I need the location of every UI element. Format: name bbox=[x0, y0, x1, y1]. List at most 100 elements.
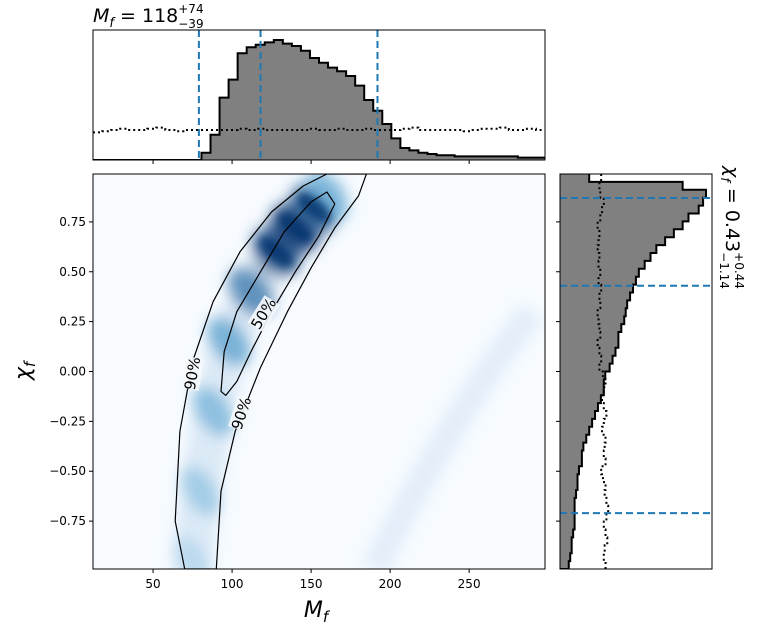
top-hist-bar bbox=[391, 138, 401, 160]
top-marginal-frame bbox=[92, 29, 546, 161]
right-hist-bar bbox=[560, 442, 584, 451]
right-hist-bar bbox=[560, 379, 604, 388]
right-hist-bar bbox=[560, 213, 689, 222]
top-hist-bar bbox=[264, 42, 275, 160]
top-hist-bar bbox=[481, 156, 492, 160]
top-hist-bar bbox=[273, 40, 284, 160]
top-marginal-ticks bbox=[152, 160, 470, 164]
right-hist-bar bbox=[560, 450, 582, 459]
right-hist-bar bbox=[560, 411, 596, 420]
top-hist-bar bbox=[228, 79, 238, 160]
density-core bbox=[259, 237, 293, 267]
top-hist-bar bbox=[291, 46, 302, 160]
y-tick-label: 0.50 bbox=[59, 265, 86, 279]
density-core bbox=[278, 213, 312, 243]
top-marginal-panel: Mf = 118+74 −39 bbox=[92, 2, 546, 164]
right-hist-bar bbox=[560, 561, 569, 569]
right-hist-bar bbox=[560, 174, 590, 183]
right-hist-bar bbox=[560, 482, 578, 491]
x-tick-label: 150 bbox=[300, 577, 323, 591]
top-hist-bar bbox=[201, 152, 211, 160]
contour-label-backdrop bbox=[228, 395, 256, 432]
density-blob bbox=[192, 386, 234, 437]
right-hist-bar bbox=[560, 308, 626, 317]
right-hist-bar bbox=[560, 181, 683, 191]
right-hist-bar bbox=[560, 458, 582, 467]
top-hist-bar bbox=[490, 156, 501, 160]
right-hist-bar bbox=[560, 497, 575, 507]
right-hist-bar bbox=[560, 553, 571, 562]
density-heatmap bbox=[172, 174, 544, 569]
top-hist-bar bbox=[400, 148, 410, 160]
right-hist-bar bbox=[560, 505, 575, 514]
top-hist-bar bbox=[535, 157, 545, 160]
x-axis-label: Mf bbox=[304, 598, 331, 626]
right-hist-outline bbox=[560, 174, 707, 569]
right-hist-bar bbox=[560, 245, 657, 254]
top-marginal-title: Mf = 118+74 −39 bbox=[93, 2, 204, 31]
right-hist-bar bbox=[560, 545, 572, 554]
right-hist-bar bbox=[560, 426, 590, 435]
x-tick-label: 250 bbox=[458, 577, 481, 591]
right-hist-bar bbox=[560, 521, 575, 530]
density-core bbox=[297, 193, 331, 223]
joint-x-ticks: 50 100 150 200 250 bbox=[145, 569, 481, 591]
y-tick-label: 0.25 bbox=[59, 315, 86, 329]
right-hist-bar bbox=[560, 229, 674, 238]
right-hist-bar bbox=[560, 189, 706, 198]
y-tick-label: −0.25 bbox=[49, 414, 86, 428]
x-tick-label: 200 bbox=[379, 577, 402, 591]
right-hist-bar bbox=[560, 197, 704, 206]
right-hist-bar bbox=[560, 434, 587, 443]
right-hist-bar bbox=[560, 268, 639, 277]
right-hist-bar bbox=[560, 466, 579, 475]
right-marginal-quantiles bbox=[560, 196, 712, 515]
contour-label: 90% bbox=[181, 356, 205, 392]
y-tick-label: −0.50 bbox=[49, 464, 86, 478]
top-hist-bar bbox=[454, 156, 464, 160]
right-hist-bar bbox=[560, 324, 622, 333]
right-hist-bar bbox=[560, 276, 636, 285]
top-hist-bar bbox=[246, 47, 257, 160]
right-hist-bar bbox=[560, 418, 593, 428]
top-hist-bar bbox=[219, 97, 229, 160]
right-hist-bar bbox=[560, 347, 616, 356]
right-hist-bar bbox=[560, 537, 572, 546]
top-hist-bar bbox=[472, 156, 483, 160]
right-hist-bar bbox=[560, 316, 625, 325]
joint-panel: 90%90%50% 50 100 150 200 250 −0.75−0.50−0.25… bbox=[11, 173, 546, 626]
right-hist-bar bbox=[560, 332, 619, 341]
y-tick-label: 0.75 bbox=[59, 215, 86, 229]
top-hist-bar bbox=[309, 58, 320, 160]
right-hist-bar bbox=[560, 260, 645, 270]
top-hist-bar bbox=[517, 157, 528, 160]
top-hist-bar bbox=[364, 100, 374, 160]
top-hist-outline bbox=[93, 39, 545, 160]
right-hist-bar bbox=[560, 237, 666, 246]
top-hist-bar bbox=[382, 124, 392, 160]
top-hist-bar bbox=[210, 134, 220, 160]
top-hist-bar bbox=[319, 62, 329, 160]
right-hist-bar bbox=[560, 371, 606, 380]
density-blob bbox=[180, 466, 221, 517]
right-hist-bar bbox=[560, 363, 610, 372]
right-hist-bar bbox=[560, 284, 633, 293]
x-tick-label: 50 bbox=[145, 577, 160, 591]
right-marginal-title: χf = 0.43+0.44−1.14 bbox=[717, 165, 746, 289]
top-hist-bar bbox=[355, 85, 365, 160]
density-blob bbox=[207, 316, 251, 367]
right-hist-bar bbox=[560, 490, 577, 499]
top-hist-bar bbox=[436, 155, 446, 160]
right-hist-bar bbox=[560, 300, 628, 309]
right-hist-bar bbox=[560, 387, 604, 396]
top-prior-line bbox=[93, 126, 545, 134]
right-hist-bar bbox=[560, 339, 619, 349]
density-secondary-ridge bbox=[361, 302, 544, 569]
top-hist-bar bbox=[346, 76, 356, 160]
top-hist-bar bbox=[328, 67, 338, 160]
right-hist-bar bbox=[560, 221, 683, 230]
contour-label-backdrop bbox=[247, 295, 280, 332]
top-hist-bar bbox=[237, 53, 247, 160]
right-hist-bar bbox=[560, 474, 578, 483]
